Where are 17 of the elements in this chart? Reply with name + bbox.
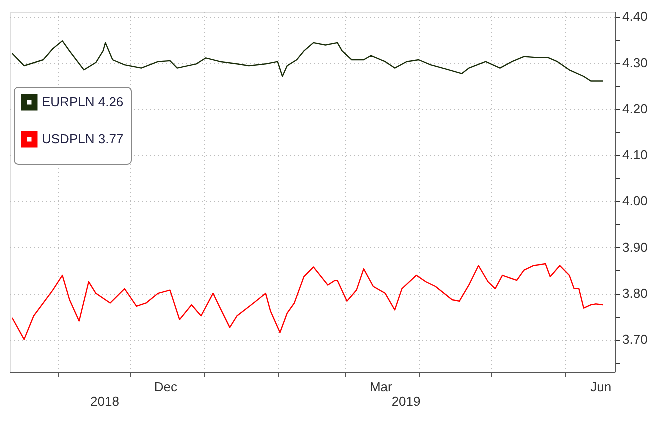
y-tick-label: 4.20 bbox=[622, 101, 648, 116]
x-tick-label: Dec bbox=[154, 380, 178, 394]
line-series bbox=[12, 263, 604, 340]
text: 2018 bbox=[90, 394, 120, 409]
y-tick-label: 4.00 bbox=[622, 194, 648, 209]
y-tick-label: 3.90 bbox=[622, 240, 648, 255]
text: 2019 bbox=[392, 394, 421, 409]
y-tick-label: 4.40 bbox=[622, 9, 648, 24]
y-tick-label: 3.70 bbox=[622, 332, 648, 348]
legend-label: USDPLN 3.77 bbox=[42, 132, 124, 146]
x-tick-label: Jun bbox=[590, 380, 612, 394]
y-tick-label: 3.80 bbox=[622, 286, 648, 302]
y-tick-label: 4.10 bbox=[622, 148, 648, 163]
legend-label: EURPLN 4.26 bbox=[42, 94, 124, 110]
line-series bbox=[12, 40, 604, 82]
x-tick-label: Mar bbox=[370, 380, 394, 394]
y-tick-label: 4.30 bbox=[622, 55, 648, 70]
